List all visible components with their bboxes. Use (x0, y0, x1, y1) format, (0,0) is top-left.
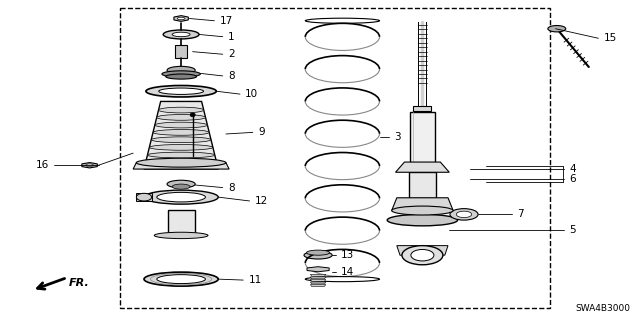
Ellipse shape (167, 66, 195, 74)
Text: 10: 10 (245, 89, 259, 99)
Polygon shape (310, 282, 326, 284)
Ellipse shape (402, 246, 443, 265)
Ellipse shape (149, 145, 213, 150)
Text: 11: 11 (248, 275, 262, 285)
Ellipse shape (304, 251, 332, 259)
Text: SWA4B3000: SWA4B3000 (575, 304, 630, 313)
Ellipse shape (159, 107, 204, 113)
Ellipse shape (145, 160, 217, 166)
Polygon shape (136, 193, 152, 201)
Text: 17: 17 (220, 16, 233, 26)
Polygon shape (144, 101, 218, 169)
Polygon shape (310, 277, 326, 279)
Text: 14: 14 (341, 267, 355, 277)
Ellipse shape (177, 17, 185, 20)
Bar (409, 172, 436, 198)
Ellipse shape (155, 122, 207, 128)
Ellipse shape (86, 164, 93, 167)
Ellipse shape (147, 152, 215, 158)
Bar (120, 8, 550, 308)
Ellipse shape (157, 192, 205, 202)
Ellipse shape (167, 180, 195, 188)
Ellipse shape (153, 130, 209, 135)
Ellipse shape (144, 272, 218, 286)
Text: 2: 2 (228, 49, 234, 59)
Ellipse shape (456, 211, 472, 218)
Polygon shape (397, 246, 448, 255)
Bar (175, 45, 187, 58)
Bar (410, 112, 435, 163)
Ellipse shape (159, 88, 204, 94)
Text: 3: 3 (394, 132, 401, 142)
Ellipse shape (307, 250, 330, 255)
Bar (168, 210, 195, 235)
Polygon shape (392, 198, 453, 211)
Text: 8: 8 (228, 182, 234, 193)
Ellipse shape (411, 249, 434, 261)
Ellipse shape (163, 30, 199, 39)
Polygon shape (174, 16, 188, 21)
Ellipse shape (392, 206, 453, 215)
Ellipse shape (144, 190, 218, 204)
Polygon shape (133, 163, 229, 169)
Ellipse shape (136, 193, 152, 201)
Bar (413, 106, 431, 111)
Ellipse shape (172, 184, 190, 189)
Ellipse shape (190, 113, 195, 117)
Ellipse shape (136, 158, 226, 167)
Text: 8: 8 (228, 71, 234, 81)
Ellipse shape (154, 232, 208, 239)
Polygon shape (310, 285, 326, 286)
Text: 16: 16 (36, 160, 49, 170)
Text: 9: 9 (258, 127, 264, 137)
Ellipse shape (172, 32, 190, 37)
Ellipse shape (162, 71, 200, 77)
Ellipse shape (151, 137, 211, 143)
Text: 7: 7 (517, 209, 524, 219)
Text: 1: 1 (228, 32, 234, 42)
Ellipse shape (387, 214, 458, 226)
Text: 6: 6 (570, 174, 576, 184)
Text: FR.: FR. (69, 278, 90, 288)
Polygon shape (310, 279, 326, 281)
Polygon shape (82, 163, 97, 168)
Text: 5: 5 (570, 225, 576, 235)
Polygon shape (310, 274, 326, 276)
Text: 12: 12 (255, 196, 268, 206)
Ellipse shape (157, 275, 205, 284)
Polygon shape (396, 162, 449, 172)
Text: 15: 15 (604, 33, 617, 43)
Polygon shape (307, 267, 329, 272)
Text: 4: 4 (570, 164, 576, 174)
Ellipse shape (166, 74, 196, 79)
Ellipse shape (450, 209, 478, 220)
Ellipse shape (146, 85, 216, 97)
Ellipse shape (548, 26, 566, 32)
Ellipse shape (157, 115, 205, 120)
Text: 13: 13 (341, 250, 355, 260)
